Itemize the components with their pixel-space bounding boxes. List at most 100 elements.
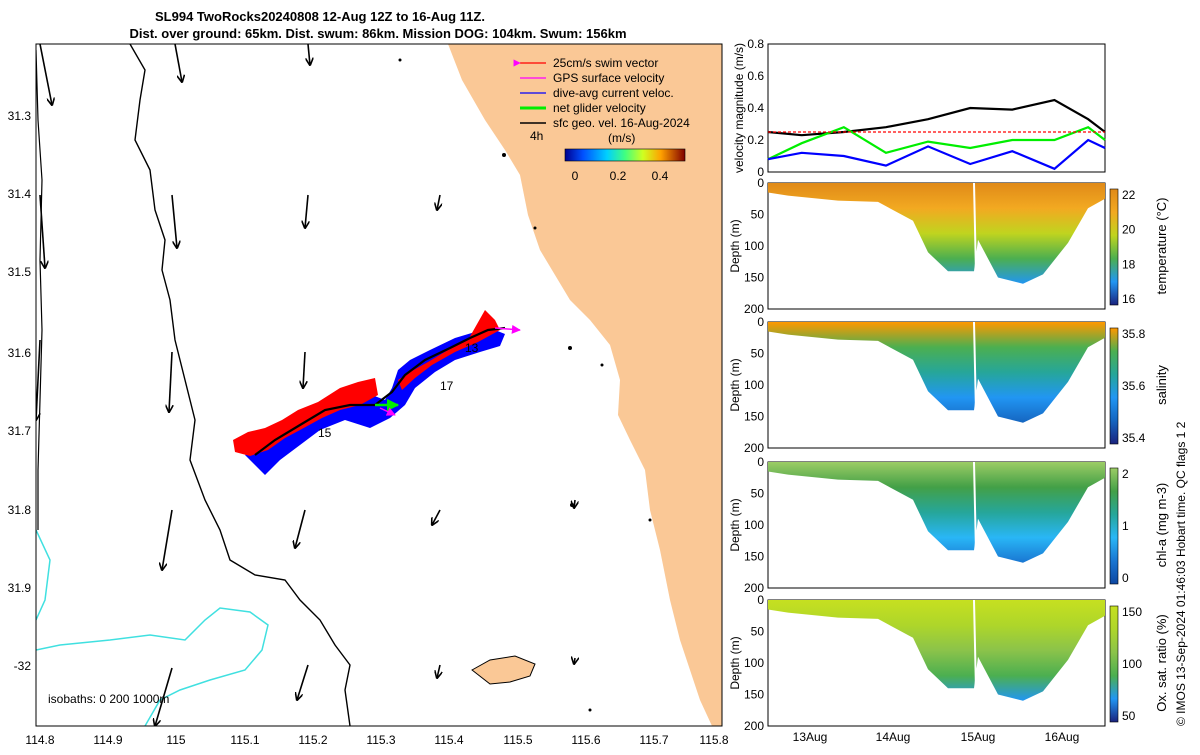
map-y-ticks: 31.3 31.4 31.5 31.6 31.7 31.8 31.9 -32: [8, 109, 32, 673]
isobath-1000: [129, 44, 351, 726]
legend-gps: GPS surface velocity: [553, 71, 664, 85]
island: [471, 655, 536, 685]
colorbar-tick: 35.4: [1122, 431, 1146, 445]
velocity-y-tick: 0.2: [747, 133, 764, 147]
velocity-series-dive-avg-current: [767, 138, 1106, 171]
map-x-tick: 114.9: [93, 733, 122, 747]
section-y-tick: 0: [757, 455, 764, 469]
colorbar-label: temperature (°C): [1154, 198, 1169, 295]
velocity-panel: velocity magnitude (m/s) 0 0.2 0.4 0.6 0.8: [732, 37, 1106, 179]
legend-4h: 4h: [530, 129, 543, 143]
isobath-cyan-1: [36, 529, 51, 621]
colorbar-tick: 16: [1122, 292, 1136, 306]
track-line: [254, 326, 506, 456]
section-colorbar: [1109, 467, 1119, 585]
section-panel: 0 50 100 150 200 Depth (m) 50 100 150 Ox. sat. ra…: [728, 593, 1169, 733]
map-y-tick: 31.4: [8, 187, 32, 201]
map-y-tick: 31.8: [8, 503, 32, 517]
section-field: [768, 322, 1105, 423]
track-label-17: 17: [440, 379, 454, 393]
section-ylabel: Depth (m): [728, 498, 742, 551]
section-y-tick: 200: [744, 719, 764, 733]
map-x-ticks: 114.8 114.9 115 115.1 115.2 115.3 115.4 …: [25, 733, 728, 747]
section-ylabel: Depth (m): [728, 636, 742, 689]
title-line1: SL994 TwoRocks20240808 12-Aug 12Z to 16-…: [155, 9, 485, 24]
section-y-tick: 0: [757, 315, 764, 329]
colorbar-tick: 150: [1122, 605, 1142, 619]
section-y-tick: 200: [744, 302, 764, 316]
map-y-tick: 31.5: [8, 265, 32, 279]
colorbar-label: Ox. sat. ratio (%): [1154, 614, 1169, 712]
colorbar-tick: 1: [1122, 519, 1129, 533]
map-x-tick: 115.8: [699, 733, 728, 747]
colorbar-tick: 20: [1122, 223, 1136, 237]
colorbar-unit: (m/s): [608, 131, 635, 145]
section-panel: 0 50 100 150 200 Depth (m) 35.4 35.6 35.8 salinit…: [728, 315, 1169, 455]
map-x-tick: 115.1: [230, 733, 259, 747]
map-x-tick: 114.8: [25, 733, 54, 747]
map-y-tick: 31.3: [8, 109, 32, 123]
map-x-tick: 115.5: [503, 733, 532, 747]
section-y-tick: 100: [744, 378, 764, 392]
map-legend: 25cm/s swim vector GPS surface velocity …: [513, 56, 690, 183]
section-y-tick: 50: [751, 208, 765, 222]
section-y-tick: 200: [744, 581, 764, 595]
isobath-cyan-2: [36, 607, 269, 726]
colorbar-tick: 100: [1122, 657, 1142, 671]
section-field: [768, 183, 1105, 284]
velocity-y-tick: 0.6: [747, 69, 764, 83]
map-x-tick: 115.2: [298, 733, 327, 747]
time-axis: 13Aug 14Aug 15Aug 16Aug: [793, 730, 1080, 744]
legend-current: dive-avg current veloc.: [553, 86, 674, 100]
isobath-far: [36, 49, 43, 530]
section-field: [768, 600, 1105, 701]
map-y-tick: -32: [14, 659, 32, 673]
section-panel: 0 50 100 150 200 Depth (m) 16 18 20 22 temperature…: [728, 176, 1169, 316]
map-x-tick: 115.3: [366, 733, 395, 747]
map-y-tick: 31.7: [8, 424, 32, 438]
section-colorbar: [1109, 188, 1119, 306]
section-y-tick: 100: [744, 239, 764, 253]
current-vectors: [245, 330, 505, 475]
section-panel: 0 50 100 150 200 Depth (m) 0 1 2 chl-a (mg m-3): [728, 455, 1169, 595]
swim-vectors: [233, 310, 500, 456]
section-gap: [973, 599, 977, 691]
legend-net: net glider velocity: [553, 101, 646, 115]
section-y-tick: 150: [744, 688, 764, 702]
title-line2: Dist. over ground: 65km. Dist. swum: 86k…: [129, 26, 626, 41]
time-tick: 15Aug: [961, 730, 996, 744]
map-x-tick: 115.6: [571, 733, 600, 747]
velocity-ylabel: velocity magnitude (m/s): [732, 43, 746, 173]
section-y-tick: 200: [744, 441, 764, 455]
section-y-tick: 0: [757, 593, 764, 607]
colorbar-label: chl-a (mg m-3): [1154, 483, 1169, 568]
section-y-tick: 100: [744, 518, 764, 532]
section-y-tick: 150: [744, 271, 764, 285]
velocity-series-net-glider: [767, 125, 1106, 161]
time-tick: 16Aug: [1045, 730, 1080, 744]
map-x-tick: 115: [166, 733, 185, 747]
legend-geo: sfc geo. vel. 16-Aug-2024: [553, 116, 690, 130]
colorbar-tick-0: 0: [572, 169, 579, 183]
section-ylabel: Depth (m): [728, 358, 742, 411]
colorbar-tick-1: 0.2: [610, 169, 627, 183]
section-colorbar: [1109, 327, 1119, 445]
geo-velocity-arrows: [36, 44, 575, 726]
section-gap: [973, 182, 977, 274]
velocity-y-tick: 0.8: [747, 37, 764, 51]
time-tick: 14Aug: [876, 730, 911, 744]
colorbar-label: salinity: [1154, 365, 1169, 405]
colorbar-tick: 18: [1122, 257, 1136, 271]
glider-track: [233, 310, 521, 475]
velocity-y-tick: 0.4: [747, 101, 764, 115]
section-y-tick: 100: [744, 656, 764, 670]
colorbar-tick-2: 0.4: [652, 169, 669, 183]
map-panel: 13 17 15 25cm/s swim vector GPS surface …: [8, 43, 729, 747]
section-y-tick: 150: [744, 410, 764, 424]
land: [448, 44, 722, 726]
velocity-y-ticks: 0 0.2 0.4 0.6 0.8: [747, 37, 764, 179]
map-y-tick: 31.9: [8, 581, 32, 595]
colorbar-tick: 22: [1122, 188, 1136, 202]
section-y-tick: 50: [751, 347, 765, 361]
